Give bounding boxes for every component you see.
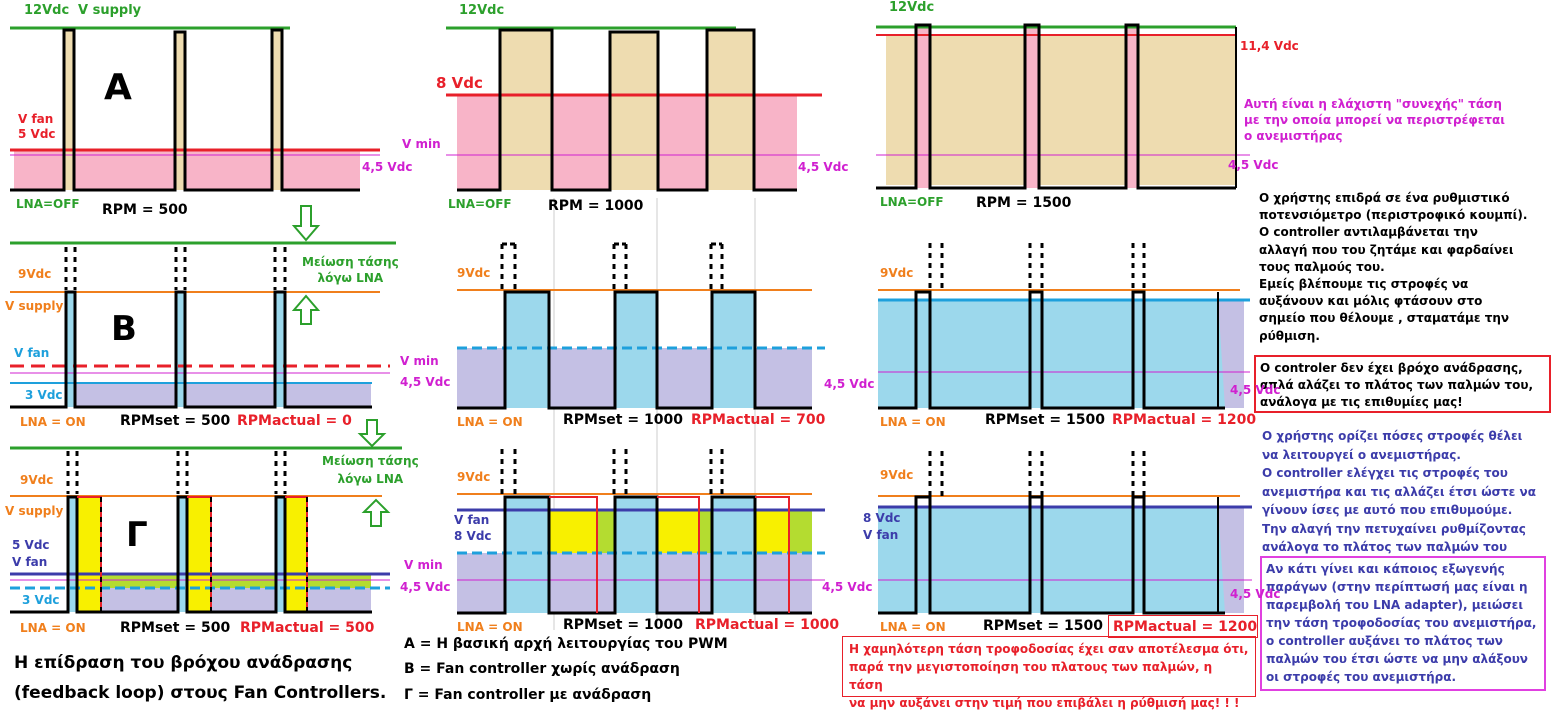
label-3vdc: 3 Vdc [22, 593, 60, 607]
label-voltage-drop: Μείωση τάσης λόγω LNA [302, 255, 399, 285]
note-no-feedback-box: Ο controler δεν έχει βρόχο ανάδρασης, απ… [1254, 355, 1551, 413]
label-9vdc: 9Vdc [18, 267, 52, 281]
panel-b-rpm1000 [446, 26, 822, 192]
legend-a: A = Η βασική αρχή λειτουργίας του PWM [404, 636, 728, 652]
label-4-5vdc: 4,5 Vdc [1228, 158, 1279, 172]
note-user-sets-rpm: Ο χρήστης ορίζει πόσες στροφές θέλει να … [1262, 429, 1536, 554]
label-8vdc: 8 Vdc [454, 529, 492, 543]
label-lna-on: LNA = ON [457, 415, 523, 429]
panel-c-with-feedback [878, 451, 1252, 615]
label-8vdc: 8 Vdc [436, 74, 483, 92]
note-low-supply-box: Η χαμηλότερη τάση τροφοδοσίας έχει σαν α… [842, 636, 1256, 710]
label-rpmactual: RPMactual = 0 [237, 413, 352, 429]
note-external-factor-box: Αν κάτι γίνει και κάποιος εξωγενής παράγ… [1260, 556, 1546, 691]
label-vsupply: V supply [5, 504, 64, 518]
note-user-potentiometer: Ο χρήστης επιδρά σε ένα ρυθμιστικό ποτεν… [1259, 191, 1528, 343]
label-rpmset: RPMset = 500 [120, 413, 231, 429]
letter-a: A [104, 67, 132, 108]
label-vfan: V fan [14, 346, 50, 360]
label-3vdc: 3 Vdc [25, 388, 63, 402]
label-lna-on: LNA = ON [20, 621, 86, 635]
label-9vdc: 9Vdc [457, 266, 491, 280]
label-rpmset: RPMset = 1000 [563, 617, 683, 633]
up-arrow-icon [361, 498, 391, 527]
label-rpmactual: RPMactual = 500 [240, 620, 375, 636]
label-5vdc: 5 Vdc [18, 127, 56, 141]
letter-gamma: Γ [126, 515, 148, 555]
panel-b-no-feedback [457, 242, 825, 410]
caption-title: Η επίδραση του βρόχου ανάδρασης (feedbac… [14, 653, 387, 703]
label-12vdc: 12Vdc [24, 3, 70, 18]
label-vmin: V min [402, 137, 441, 151]
label-lna-off: LNA=OFF [448, 197, 512, 211]
label-rpmactual: RPMactual = 1000 [695, 617, 840, 633]
legend-b: B = Fan controller χωρίς ανάδραση [404, 661, 680, 677]
label-9vdc: 9Vdc [20, 473, 54, 487]
label-12vdc: 12Vdc [889, 0, 935, 15]
label-8vdc: 8 Vdc [863, 511, 901, 525]
label-4-5vdc: 4,5 Vdc [400, 580, 451, 594]
label-9vdc: 9Vdc [880, 266, 914, 280]
label-rpm: RPM = 1000 [548, 198, 644, 214]
label-4-5vdc: 4,5 Vdc [824, 377, 875, 391]
panel-a-no-feedback [10, 241, 396, 409]
label-11-4vdc: 11,4 Vdc [1240, 39, 1299, 53]
label-9vdc: 9Vdc [880, 468, 914, 482]
panel-c-rpm1500 [876, 23, 1250, 190]
label-4-5vdc: 4,5 Vdc [362, 160, 413, 174]
label-vsupply: V supply [5, 299, 64, 313]
label-vfan: V fan [12, 555, 48, 569]
legend-g: Γ = Fan controller με ανάδραση [404, 687, 652, 703]
label-9vdc: 9Vdc [457, 470, 491, 484]
panel-b-with-feedback [457, 449, 825, 615]
label-lna-on: LNA = ON [457, 620, 523, 634]
label-rpm: RPM = 1500 [976, 195, 1072, 211]
label-rpm: RPM = 500 [102, 202, 188, 218]
label-lna-off: LNA=OFF [880, 195, 944, 209]
down-arrow-icon [291, 205, 321, 242]
label-lna-on: LNA = ON [880, 620, 946, 634]
label-rpmset: RPMset = 1500 [983, 618, 1103, 634]
label-4-5vdc: 4,5 Vdc [1230, 383, 1281, 397]
label-rpmactual: RPMactual = 1200 [1112, 412, 1257, 428]
label-12vdc: 12Vdc [459, 3, 505, 18]
label-rpmactual-box: RPMactual = 1200 [1108, 615, 1258, 638]
label-voltage-drop: Μείωση τάσης λόγω LNA [322, 454, 419, 486]
label-4-5vdc: 4,5 Vdc [822, 580, 873, 594]
label-lna-on: LNA = ON [880, 415, 946, 429]
label-vfan: V fan [18, 112, 54, 126]
up-arrow-icon [291, 294, 321, 325]
label-lna-on: LNA = ON [20, 415, 86, 429]
label-vmin: V min [400, 354, 439, 368]
panel-a-rpm500 [10, 26, 380, 192]
label-rpmactual: RPMactual = 700 [691, 412, 826, 428]
note-min-voltage: Αυτή είναι η ελάχιστη "συνεχής" τάση με … [1244, 97, 1505, 143]
label-rpmset: RPMset = 1000 [563, 412, 683, 428]
label-rpmset: RPMset = 500 [120, 620, 231, 636]
label-5vdc: 5 Vdc [12, 538, 50, 552]
label-vfan: V fan [454, 513, 490, 527]
label-rpmset: RPMset = 1500 [985, 412, 1105, 428]
label-lna-off: LNA=OFF [16, 197, 80, 211]
panel-c-no-feedback [878, 243, 1250, 410]
letter-b: B [111, 309, 137, 349]
label-4-5vdc: 4,5 Vdc [798, 160, 849, 174]
label-vmin: V min [404, 558, 443, 572]
label-vsupply: V supply [78, 3, 142, 18]
panel-a-with-feedback [10, 446, 402, 614]
down-arrow-icon [357, 419, 387, 448]
label-4-5vdc: 4,5 Vdc [400, 375, 451, 389]
label-4-5vdc: 4,5 Vdc [1230, 587, 1281, 601]
label-vfan: V fan [863, 528, 899, 542]
